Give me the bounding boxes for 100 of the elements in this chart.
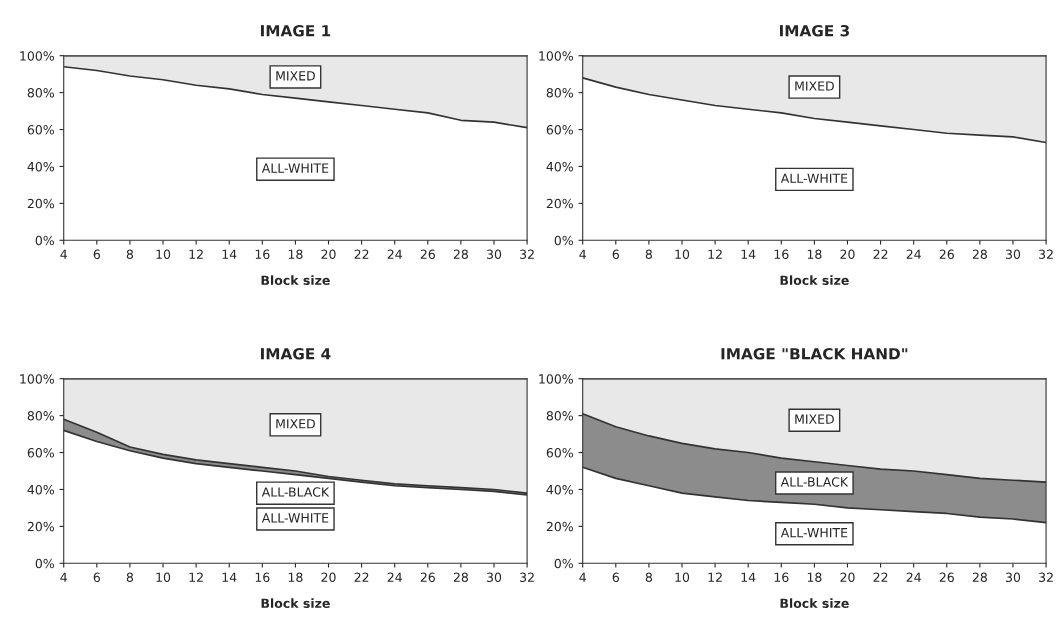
x-tick-label: 10 <box>675 249 690 259</box>
x-tick-label: 22 <box>873 572 888 582</box>
x-tick-label: 12 <box>708 572 722 582</box>
x-tick-label: 6 <box>612 572 619 582</box>
x-tick-label: 16 <box>255 572 270 582</box>
x-tick-label: 30 <box>1005 249 1021 259</box>
chart-title: IMAGE "BLACK HAND" <box>721 347 908 360</box>
x-tick-label: 4 <box>579 572 586 582</box>
x-tick-label: 8 <box>126 249 134 259</box>
y-tick-label: 100% <box>539 51 573 61</box>
series-label: MIXED <box>795 81 834 91</box>
chart-title: IMAGE 1 <box>260 24 331 37</box>
y-tick-label: 60% <box>546 125 573 135</box>
x-tick-label: 32 <box>1039 572 1053 582</box>
y-tick-label: 100% <box>20 374 54 384</box>
y-tick-label: 40% <box>546 484 573 495</box>
x-tick-label: 24 <box>906 572 921 582</box>
x-tick-label: 22 <box>354 249 369 259</box>
y-tick-label: 80% <box>546 88 573 98</box>
series-label: MIXED <box>276 71 315 81</box>
x-tick-label: 26 <box>420 249 435 259</box>
series-label: ALL-BLACK <box>780 477 849 487</box>
x-tick-label: 8 <box>645 572 653 582</box>
x-tick-label: 20 <box>840 249 855 259</box>
x-tick-label: 24 <box>387 572 402 582</box>
x-tick-label: 26 <box>420 572 435 582</box>
x-tick-label: 10 <box>675 572 690 582</box>
y-tick-label: 40% <box>27 161 54 172</box>
y-tick-label: 20% <box>546 521 573 532</box>
x-axis-title: Block size <box>780 598 849 608</box>
y-tick-label: 100% <box>539 374 573 384</box>
x-tick-label: 32 <box>520 249 534 259</box>
x-axis-title: Block size <box>261 598 330 608</box>
x-tick-label: 14 <box>222 572 237 582</box>
x-tick-label: 30 <box>1005 572 1021 582</box>
x-tick-label: 4 <box>60 572 67 582</box>
y-tick-label: 60% <box>27 125 54 135</box>
x-tick-label: 6 <box>93 572 101 582</box>
y-tick-label: 20% <box>546 198 573 209</box>
x-tick-label: 32 <box>1039 249 1053 259</box>
y-tick-label: 40% <box>546 161 573 172</box>
y-tick-label: 0% <box>554 558 573 569</box>
x-tick-label: 14 <box>222 249 237 259</box>
y-tick-label: 60% <box>546 448 573 458</box>
x-tick-label: 16 <box>774 249 789 259</box>
x-tick-label: 18 <box>288 572 303 582</box>
x-tick-label: 6 <box>93 249 101 259</box>
y-tick-label: 0% <box>35 558 54 569</box>
x-tick-label: 14 <box>741 249 756 259</box>
x-tick-label: 30 <box>486 249 502 259</box>
x-tick-label: 26 <box>939 572 954 582</box>
chart-title: IMAGE 4 <box>260 347 331 360</box>
x-tick-label: 16 <box>774 572 789 582</box>
x-axis-title: Block size <box>780 275 849 285</box>
series-label: ALL-WHITE <box>261 513 329 523</box>
x-tick-label: 10 <box>156 572 171 582</box>
x-tick-label: 6 <box>612 249 619 259</box>
series-label: ALL-WHITE <box>261 163 329 173</box>
x-tick-label: 8 <box>645 249 653 259</box>
x-tick-label: 28 <box>972 249 987 259</box>
x-tick-label: 24 <box>906 249 921 259</box>
series-label: MIXED <box>276 419 315 429</box>
x-tick-label: 20 <box>321 572 336 582</box>
x-tick-label: 22 <box>873 249 888 259</box>
x-tick-label: 20 <box>840 572 855 582</box>
x-tick-label: 32 <box>520 572 534 582</box>
y-tick-label: 20% <box>27 521 54 532</box>
x-tick-label: 28 <box>453 572 468 582</box>
y-tick-label: 40% <box>27 484 54 495</box>
series-label: ALL-WHITE <box>780 528 848 538</box>
x-tick-label: 18 <box>288 249 303 259</box>
x-tick-label: 8 <box>126 572 134 582</box>
series-label: ALL-BLACK <box>261 487 330 497</box>
x-tick-label: 18 <box>807 572 822 582</box>
x-tick-label: 18 <box>807 249 822 259</box>
x-tick-label: 4 <box>60 249 67 259</box>
x-tick-label: 10 <box>156 249 171 259</box>
x-tick-label: 16 <box>255 249 270 259</box>
x-tick-label: 12 <box>189 249 203 259</box>
x-tick-label: 28 <box>972 572 987 582</box>
x-tick-label: 12 <box>189 572 203 582</box>
chart-title: IMAGE 3 <box>779 24 849 37</box>
x-tick-label: 4 <box>579 249 586 259</box>
x-tick-label: 26 <box>939 249 954 259</box>
x-tick-label: 12 <box>708 249 722 259</box>
x-tick-label: 30 <box>486 572 502 582</box>
y-tick-label: 80% <box>27 411 54 421</box>
y-tick-label: 0% <box>554 235 573 246</box>
y-tick-label: 60% <box>27 448 54 458</box>
x-tick-label: 14 <box>741 572 756 582</box>
y-tick-label: 80% <box>546 411 573 421</box>
y-tick-label: 100% <box>20 51 54 61</box>
x-tick-label: 24 <box>387 249 402 259</box>
series-label: MIXED <box>795 414 834 424</box>
y-tick-label: 80% <box>27 88 54 98</box>
x-axis-title: Block size <box>261 275 330 285</box>
x-tick-label: 20 <box>321 249 336 259</box>
x-tick-label: 22 <box>354 572 369 582</box>
series-label: ALL-WHITE <box>780 173 848 183</box>
x-tick-label: 28 <box>453 249 468 259</box>
